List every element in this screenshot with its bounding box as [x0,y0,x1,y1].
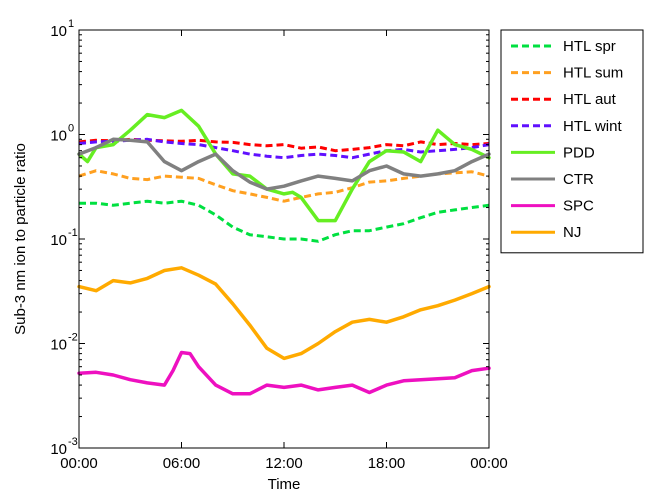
x-tick-label: 06:00 [163,455,201,472]
x-axis-ticks: 00:00 06:00 12:00 18:00 00:00 [60,30,508,472]
legend-label: HTL sum [563,65,623,82]
y-tick-exponent: 0 [68,123,74,135]
y-tick-label: 10 [50,23,67,40]
x-tick-label: 12:00 [265,455,303,472]
x-tick-label: 00:00 [470,455,508,472]
legend-box [500,29,644,254]
legend: HTL spr HTL sum HTL aut HTL wint PDD CTR SPC NJ [500,29,644,254]
legend-label: NJ [563,224,581,241]
y-tick-exponent: -1 [68,227,78,239]
series-line-spc [77,350,491,396]
plot-lines [77,108,491,396]
legend-label: CTR [563,171,594,188]
legend-items: HTL spr HTL sum HTL aut HTL wint PDD CTR SPC NJ [511,38,623,241]
x-tick-label: 00:00 [60,455,98,472]
legend-label: HTL spr [563,38,616,55]
x-axis-label: Time [268,476,301,493]
y-tick-exponent: -3 [68,436,78,448]
y-tick-exponent: 1 [68,18,74,30]
y-tick-exponent: -2 [68,332,78,344]
legend-label: HTL aut [563,91,617,108]
legend-label: HTL wint [563,118,622,135]
y-tick-label: 10 [50,337,67,354]
series-line-pdd [77,108,491,223]
x-tick-label: 18:00 [368,455,406,472]
series-line-nj [77,266,491,361]
series-line-htl-wint [78,137,490,160]
y-tick-label: 10 [50,128,67,145]
y-axis-label: Sub-3 nm ion to particle ratio [12,143,29,335]
y-tick-label: 10 [50,441,67,458]
series-line-htl-spr [79,199,490,243]
y-tick-label: 10 [50,232,67,249]
legend-label: SPC [563,198,594,215]
legend-label: PDD [563,144,595,161]
series-line-htl-sum [78,169,490,203]
series-line-ctr [77,137,491,191]
